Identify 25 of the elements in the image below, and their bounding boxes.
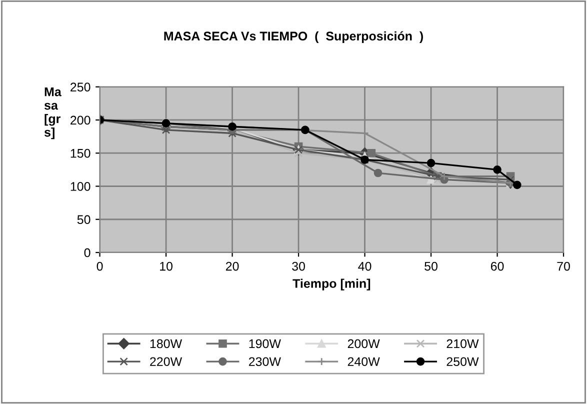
legend-label: 230W — [248, 357, 281, 366]
legend-label: 200W — [348, 339, 380, 348]
x-tick-label: 30 — [292, 262, 305, 271]
chart-title: MASA SECA Vs TIEMPO ( Superposición ) — [164, 31, 423, 43]
y-axis-title: Masa [grs] — [44, 88, 62, 140]
x-tick-label: 70 — [557, 262, 570, 271]
legend-label: 250W — [446, 357, 479, 366]
legend-label: 180W — [150, 339, 182, 348]
legend-label: 210W — [446, 339, 479, 348]
x-tick-label: 10 — [160, 262, 172, 271]
x-tick-label: 20 — [226, 262, 239, 271]
x-tick-label: 60 — [490, 262, 504, 271]
legend-label: 220W — [150, 357, 182, 366]
legend-label: 190W — [249, 339, 281, 348]
x-tick-label: 0 — [96, 262, 103, 271]
y-tick-label: 200 — [70, 116, 90, 125]
x-axis-title: Tiempo [min] — [292, 278, 370, 290]
legend-label: 240W — [348, 357, 380, 366]
x-tick-label: 50 — [424, 262, 438, 271]
y-tick-label: 150 — [70, 148, 90, 158]
y-tick-label: 100 — [70, 182, 90, 191]
x-tick-label: 40 — [358, 262, 372, 271]
y-tick-label: 250 — [70, 82, 90, 92]
y-tick-label: 0 — [84, 248, 90, 258]
y-tick-label: 50 — [77, 215, 90, 224]
